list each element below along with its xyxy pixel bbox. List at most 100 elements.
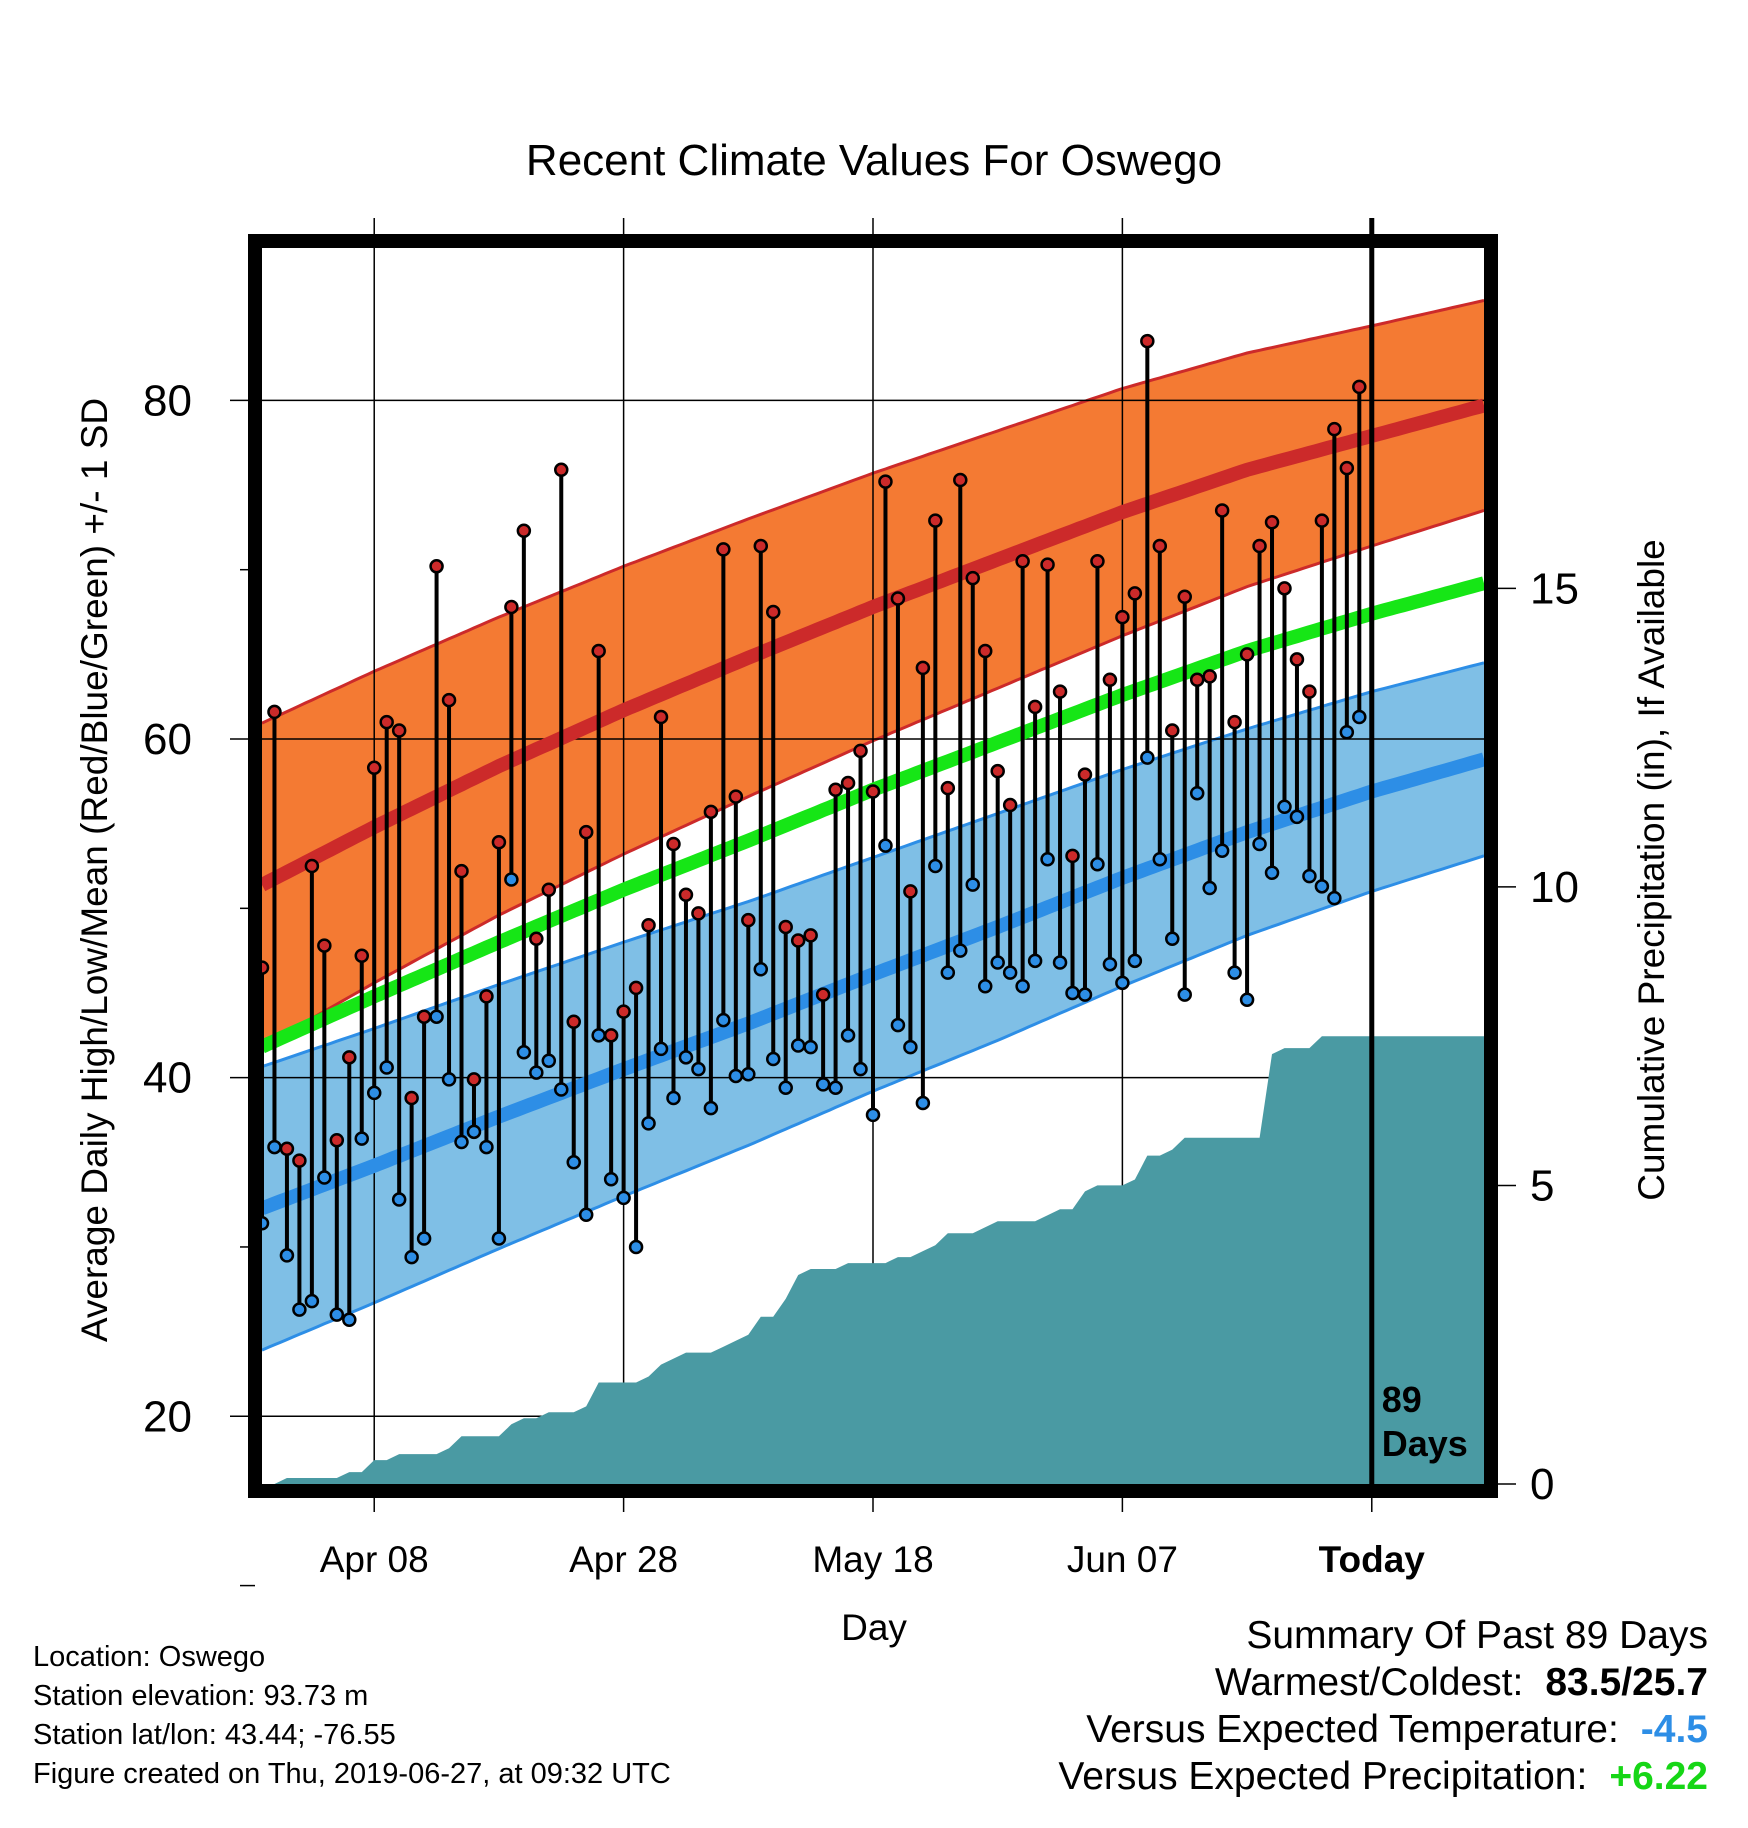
daily-high-point: [1127, 586, 1143, 601]
daily-low-point: [1115, 975, 1130, 991]
temp-anomaly-label: Versus Expected Temperature:: [1086, 1708, 1619, 1751]
daily-low-point: [578, 1207, 594, 1223]
daily-high-point: [1002, 797, 1018, 813]
daily-high-point: [1102, 672, 1118, 688]
daily-high-point: [1289, 652, 1305, 667]
daily-low-point: [591, 1028, 606, 1043]
daily-high-point: [903, 884, 918, 899]
today-days-label: 89 Days: [1382, 1379, 1468, 1464]
daily-low-point: [491, 1231, 507, 1246]
daily-low-point: [1077, 987, 1093, 1002]
daily-high-point: [703, 804, 719, 820]
daily-high-point: [1090, 553, 1105, 569]
y-axis-label: Average Daily High/Low/Mean (Red/Blue/Gr…: [74, 398, 115, 1342]
daily-high-point: [778, 919, 793, 935]
summary-panel: Summary Of Past 89 Days Warmest/Coldest:…: [1058, 1612, 1708, 1800]
daily-high-point: [504, 599, 519, 615]
daily-low-point: [778, 1080, 793, 1096]
normal-high-line: [262, 398, 1484, 892]
daily-high-point: [1140, 333, 1155, 349]
precip-anomaly-label: Versus Expected Precipitation:: [1058, 1755, 1588, 1798]
y2-tick-label: 0: [1530, 1460, 1554, 1509]
daily-high-point: [1314, 513, 1330, 528]
daily-high-point: [940, 780, 956, 796]
daily-low-point: [691, 1061, 706, 1077]
daily-high-point: [1277, 581, 1292, 596]
daily-low-point: [1239, 992, 1255, 1008]
daily-low-point: [391, 1192, 407, 1207]
daily-high-point: [1177, 589, 1192, 605]
daily-high-point: [666, 836, 681, 852]
daily-low-point: [1302, 868, 1317, 884]
daily-low-point: [741, 1067, 756, 1082]
y-tick-label: 60: [143, 715, 192, 764]
daily-high-point: [391, 723, 407, 738]
daily-low-point: [828, 1080, 843, 1096]
daily-high-point: [267, 704, 282, 720]
x-tick-label: Jun 07: [1067, 1539, 1178, 1580]
daily-low-point: [853, 1061, 868, 1077]
daily-low-point: [516, 1044, 532, 1060]
station-latlon: Station lat/lon: 43.44; -76.55: [33, 1719, 396, 1751]
y-tick-label: 20: [143, 1392, 192, 1441]
daily-low-point: [790, 1038, 806, 1053]
daily-low-point: [454, 1134, 469, 1150]
daily-high-point: [953, 472, 968, 488]
daily-low-point: [940, 965, 956, 980]
daily-low-point: [1027, 953, 1043, 969]
x-tick-label: May 18: [812, 1539, 933, 1580]
daily-low-point: [1227, 965, 1242, 980]
daily-high-point: [678, 887, 694, 903]
daily-low-point: [441, 1072, 457, 1087]
daily-high-point: [915, 660, 931, 676]
daily-low-point: [765, 1051, 781, 1067]
daily-low-point: [479, 1139, 494, 1155]
daily-low-point: [1140, 750, 1155, 765]
daily-low-point: [317, 1170, 332, 1185]
daily-high-point: [1264, 515, 1280, 530]
daily-low-point: [554, 1082, 569, 1097]
daily-low-point: [1015, 978, 1030, 994]
daily-low-point: [1339, 724, 1355, 740]
daily-high-point: [977, 643, 993, 659]
daily-low-point: [1214, 843, 1230, 859]
daily-low-point: [404, 1249, 419, 1265]
daily-high-point: [853, 743, 868, 759]
daily-low-point: [279, 1248, 295, 1263]
daily-low-point: [1040, 851, 1055, 867]
daily-high-point: [591, 643, 606, 659]
daily-high-point: [1077, 767, 1093, 782]
daily-high-point: [292, 1153, 307, 1168]
daily-low-point: [529, 1065, 544, 1080]
daily-high-point: [965, 570, 981, 586]
daily-low-point: [1289, 809, 1305, 825]
daily-high-point: [928, 513, 943, 528]
daily-low-point: [1189, 785, 1205, 801]
daily-low-point: [990, 955, 1005, 970]
y-tick-label: 40: [143, 1054, 192, 1103]
daily-high-point: [828, 782, 843, 798]
daily-high-point: [317, 938, 332, 953]
cumulative-precip-area: [262, 1036, 1484, 1484]
daily-high-point: [1214, 503, 1230, 518]
figure-created: Figure created on Thu, 2019-06-27, at 09…: [33, 1758, 671, 1790]
daily-low-point: [566, 1155, 581, 1170]
y-tick-label: 80: [143, 376, 192, 425]
daily-low-point: [603, 1171, 619, 1187]
daily-high-point: [641, 918, 656, 933]
station-elevation: Station elevation: 93.73 m: [33, 1680, 369, 1712]
daily-high-point: [691, 906, 706, 921]
daily-high-point: [1040, 557, 1055, 572]
daily-low-point: [416, 1231, 432, 1246]
warmest-coldest-label: Warmest/Coldest:: [1214, 1661, 1524, 1704]
daily-high-point: [491, 835, 507, 850]
daily-low-point: [1052, 955, 1068, 970]
daily-high-point: [404, 1090, 419, 1106]
daily-low-point: [753, 962, 769, 977]
daily-low-point: [1177, 987, 1192, 1002]
daily-high-point: [379, 714, 394, 730]
x-tick-label: Today: [1319, 1539, 1426, 1580]
daily-low-point: [366, 1085, 382, 1101]
daily-low-point: [1102, 956, 1118, 972]
daily-high-point: [990, 763, 1005, 779]
